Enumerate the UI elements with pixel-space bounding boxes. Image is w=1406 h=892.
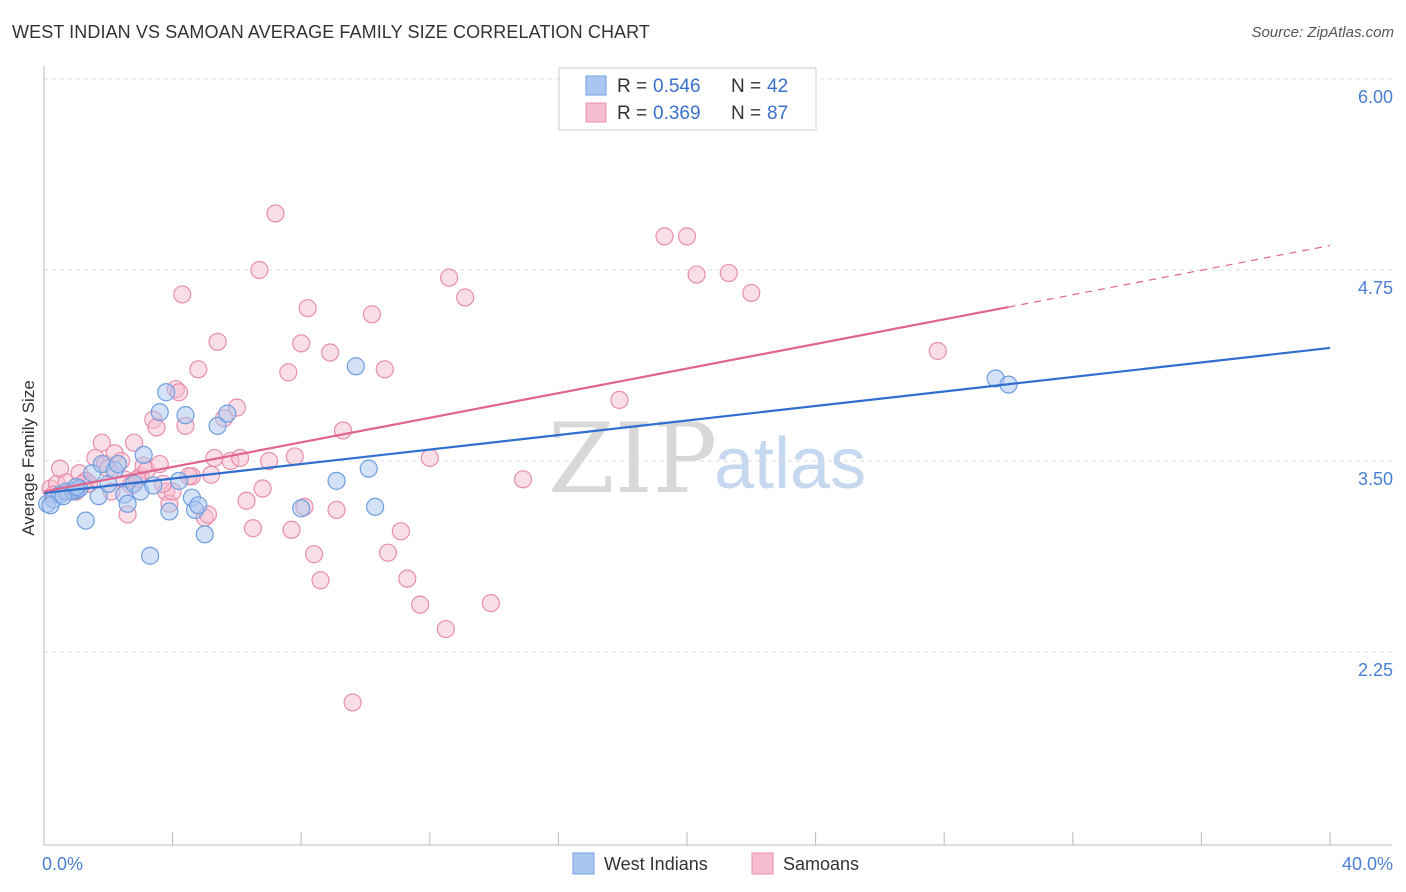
trend-lines [43,244,1331,495]
samoans-point [687,265,706,284]
samoans-point [411,595,430,614]
legend-n-label-samoans: N = [731,103,761,124]
samoans-point [378,543,398,562]
west-indians-point [359,459,378,478]
samoans-point [719,263,738,283]
bottom-legend-swatch-west-indians [572,852,595,875]
west-indians-point [134,445,153,464]
west-indians-point [195,525,214,544]
bottom-legend-swatch-samoans [751,852,774,875]
samoans-point [375,360,394,379]
west-indians-point [366,497,385,516]
samoans-point [147,418,166,437]
west-indians-trend-line [43,346,1331,495]
samoans-point [513,470,533,489]
samoans-point [439,268,459,287]
samoans-point [391,522,410,541]
samoans-point [282,520,301,539]
axes [43,66,1392,846]
samoans-point [398,569,417,588]
samoans-point [173,285,192,304]
legend-n-value-west-indians: 42 [767,76,788,97]
west-indians-point [327,471,346,490]
samoans-point [456,288,475,307]
samoans-point [279,363,298,382]
samoans-point [655,227,674,246]
west-indians-point [189,496,208,515]
samoans-point [266,204,285,223]
west-indians-point [208,416,227,435]
samoans-point [321,343,340,362]
samoans-point [742,283,761,303]
y-tick-label: 4.75 [1358,278,1393,298]
samoans-point [208,332,227,351]
y-axis-label: Average Family Size [19,380,38,536]
west-indians-point [108,454,128,474]
samoans-point [481,594,500,613]
west-indians-point [176,406,195,425]
west-indians-point [157,383,176,402]
legend-swatch-west-indians [585,75,607,96]
x-tick-labels: 0.0% 40.0% [42,854,1393,874]
samoans-point [124,433,144,452]
west-indians-point [346,357,365,376]
samoans-trend-line [43,305,1009,493]
west-indians-point [150,403,169,422]
samoans-point [436,619,455,639]
west-indians-point [218,404,237,423]
west-indians-point [118,494,137,513]
samoans-point [285,447,304,466]
samoans-point [243,519,263,538]
legend-swatch-samoans [585,102,607,123]
samoans-point [677,227,697,246]
samoans-point [343,693,362,712]
y-tick-label: 2.25 [1358,660,1393,680]
legend-r-label-samoans: R = [617,103,647,124]
west-indians-point [292,499,311,518]
samoans-point [610,390,629,409]
west-indians-point [160,502,179,521]
samoans-point [292,334,311,353]
chart-title: WEST INDIAN VS SAMOAN AVERAGE FAMILY SIZ… [12,22,651,42]
samoans-point [311,571,330,590]
x-tick-label: 40.0% [1342,854,1393,874]
samoans-point [259,451,279,471]
samoans-point [928,341,947,361]
watermark-atlas: atlas [714,424,866,504]
west-indians-point [76,511,95,530]
samoans-point [253,479,272,498]
samoans-point [420,448,439,468]
samoans-point [237,491,256,510]
legend-r-label-west-indians: R = [617,76,647,97]
series-west-indians [38,357,1018,565]
series-legend: West Indians Samoans [572,852,859,875]
samoans-point [327,500,346,519]
legend-r-value-west-indians: 0.546 [653,76,701,97]
samoans-point [92,433,111,452]
west-indians-point [41,496,60,515]
y-tick-label: 6.00 [1358,87,1393,107]
bottom-legend-label-west-indians: West Indians [604,854,708,874]
legend-r-value-samoans: 0.369 [653,103,701,124]
legend-n-label-west-indians: N = [731,76,761,97]
series-samoans [41,204,947,712]
y-tick-label: 3.50 [1358,469,1393,489]
x-tick-label: 0.0% [42,854,83,874]
gridlines [44,78,1392,653]
samoans-point [362,305,382,324]
samoans-point [250,260,269,280]
west-indians-point [140,546,160,565]
samoans-point [304,545,324,564]
samoans-point [298,299,317,318]
watermark-zip: ZIP [548,403,717,515]
y-tick-labels: 2.25 3.50 4.75 6.00 [1358,87,1393,680]
bottom-legend-label-samoans: Samoans [783,854,859,874]
stats-legend: R = 0.546 N = 42 R = 0.369 N = 87 [558,67,817,131]
source-label: Source: ZipAtlas.com [1251,24,1394,41]
samoans-point [189,360,208,379]
west-indians-point [169,471,189,490]
legend-n-value-samoans: 87 [767,103,788,124]
samoans-trend-extension [1008,244,1331,308]
